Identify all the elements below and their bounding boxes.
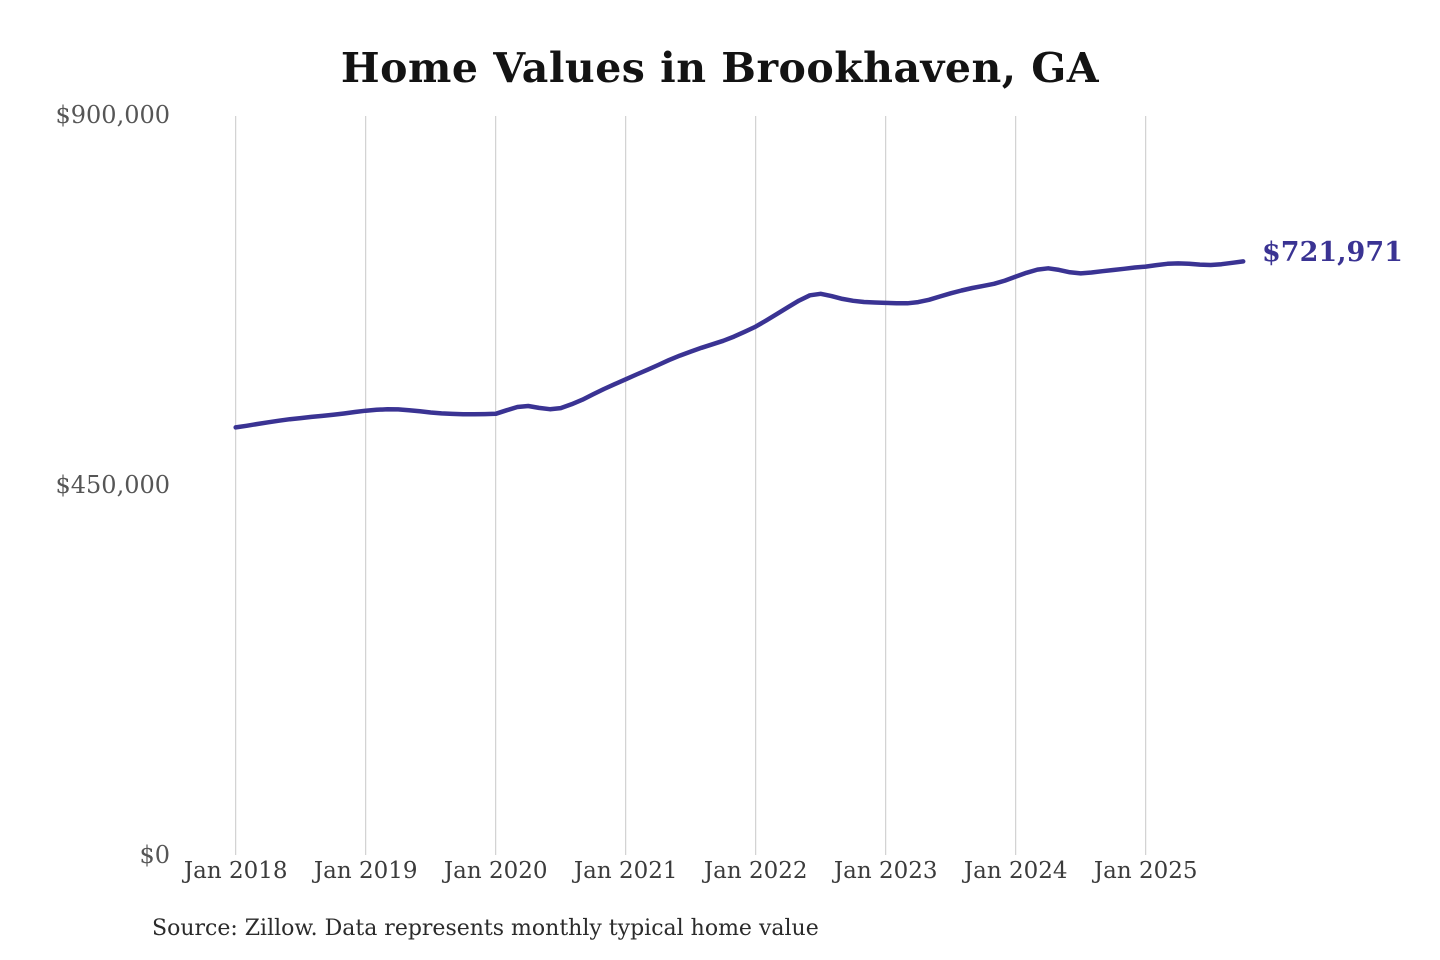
source-note: Source: Zillow. Data represents monthly …	[152, 916, 819, 941]
x-axis-tick-label: Jan 2018	[183, 858, 288, 884]
value-line	[233, 259, 1246, 430]
gridlines-group	[235, 116, 1147, 855]
chart-title: Home Values in Brookhaven, GA	[340, 44, 1100, 92]
x-axis-tick-label: Jan 2021	[573, 858, 678, 884]
y-axis-tick-label: $0	[139, 841, 170, 869]
x-axis-tick-label: Jan 2025	[1093, 858, 1198, 884]
x-axis-tick-label: Jan 2019	[313, 858, 418, 884]
x-axis-tick-label: Jan 2020	[443, 858, 548, 884]
y-axis-tick-label: $450,000	[55, 471, 170, 499]
y-axis-tick-label: $900,000	[55, 101, 170, 129]
end-value-label: $721,971	[1262, 237, 1403, 268]
x-axis-tick-label: Jan 2024	[963, 858, 1068, 884]
x-axis-tick-label: Jan 2023	[833, 858, 938, 884]
x-axis-tick-label: Jan 2022	[703, 858, 808, 884]
